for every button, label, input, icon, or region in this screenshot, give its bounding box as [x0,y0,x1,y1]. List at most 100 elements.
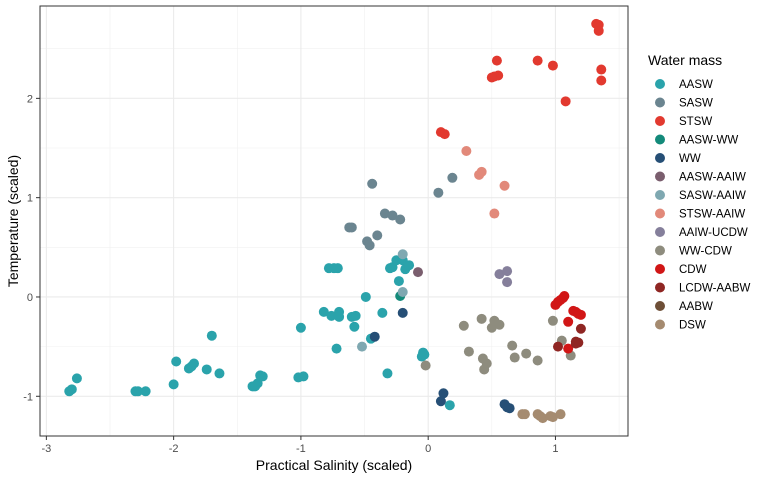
point-ww-cdw [507,340,518,351]
point-aasw [318,306,329,317]
point-stsw [532,55,543,66]
point-ww [504,403,515,414]
point-ww-cdw [532,355,543,366]
legend-item-aasw-ww: AASW-WW [655,134,738,147]
point-stsw [596,75,607,86]
legend-item-aasw: AASW [655,79,713,91]
point-aasw [71,373,82,384]
x-tick-label: -1 [296,443,306,455]
point-stsw [491,55,502,66]
point-stsw [593,25,604,36]
point-ww [369,331,380,342]
y-tick-label: 0 [27,292,33,304]
plot-panel-border [39,5,629,437]
legend-item-aabw: AABW [655,301,713,313]
point-aasw [419,349,430,360]
point-stsw-aaiw [461,145,472,156]
legend-label-aaiw-ucdw: AAIW-UCDW [679,227,748,239]
point-aasw [331,343,342,354]
legend-key-lcdw-aabw [655,282,665,293]
point-aasw [349,321,360,332]
point-sasw [372,230,383,241]
legend-item-stsw-aaiw: STSW-AAIW [655,208,745,221]
point-ww-cdw [509,352,520,363]
point-lcdw-aabw [570,338,581,349]
point-aasw [444,400,455,411]
point-ww [435,396,446,407]
point-aasw [214,368,225,379]
legend-key-aaiw-ucdw [655,227,665,237]
x-tick-label: 0 [425,443,431,455]
point-cdw [559,290,570,301]
x-tick-label: -3 [41,443,51,455]
legend-key-aasw-ww [655,134,665,145]
point-aasw [334,311,345,322]
legend-key-dsw [655,319,665,330]
point-dsw [547,412,558,423]
legend-key-sasw-aaiw [655,190,665,200]
point-aasw-aaiw [413,267,423,278]
point-sasw [395,214,406,225]
legend-key-stsw [655,116,665,126]
point-ww-cdw [463,346,474,357]
point-sasw [346,222,357,233]
legend-item-ww-cdw: WW-CDW [655,245,732,258]
legend-key-stsw-aaiw [655,208,665,219]
x-axis-title: Practical Salinity (scaled) [256,457,412,473]
point-lcdw-aabw [553,341,563,352]
legend-key-cdw [655,264,665,274]
point-stsw-aaiw [489,208,500,219]
point-aasw [393,276,404,287]
axis-ticks: -3 -2 -1 0 1 -1 0 1 2 [23,93,558,455]
legend: Water mass AASW SASW STSW AASW-WW WW AASW-AAI… [648,52,750,332]
legend-key-ww-cdw [655,245,665,256]
legend-item-cdw: CDW [655,264,707,276]
point-aasw [140,386,151,397]
legend-label-stsw: STSW [679,116,712,128]
point-aasw [404,260,415,271]
point-stsw [486,72,497,83]
legend-item-sasw: SASW [655,97,713,110]
legend-label-stsw-aaiw: STSW-AAIW [679,209,745,221]
y-axis-title: Temperature (scaled) [5,155,21,287]
legend-label-aasw-aaiw: AASW-AAIW [679,172,746,184]
y-tick-label: -1 [23,391,33,403]
point-stsw [439,129,450,140]
point-ww-cdw [547,315,558,326]
y-tick-label: 1 [27,193,33,205]
legend-item-sasw-aaiw: SASW-AAIW [655,190,746,202]
legend-key-ww [655,153,665,163]
point-sasw-aaiw [357,341,367,352]
legend-item-ww: WW [655,153,701,165]
point-aasw [252,378,263,389]
legend-label-lcdw-aabw: LCDW-AABW [679,283,750,295]
point-stsw [596,64,607,75]
point-aasw [257,371,268,382]
x-tick-label: -2 [169,443,179,455]
legend-item-dsw: DSW [655,319,706,332]
point-stsw-aaiw [499,180,510,191]
point-aasw [295,322,306,333]
point-aasw [201,364,212,375]
point-lcdw-aabw [575,323,586,334]
point-ww-cdw [521,348,532,359]
legend-label-dsw: DSW [679,320,706,332]
legend-label-aabw: AABW [679,301,713,313]
point-dsw [519,409,530,420]
legend-item-aaiw-ucdw: AAIW-UCDW [655,227,748,239]
point-aasw [133,386,143,397]
point-cdw [563,316,574,327]
data-points [64,18,607,424]
point-stsw-aaiw [476,166,487,177]
point-sasw [387,210,398,221]
legend-key-aabw [655,301,665,311]
y-tick-label: 2 [27,93,33,105]
point-cdw [563,343,574,354]
point-ww-cdw [494,319,505,330]
point-aasw [189,358,199,369]
x-tick-label: 1 [552,443,558,455]
point-sasw [364,240,375,251]
point-aasw [66,384,77,395]
point-ww-cdw [420,360,431,371]
